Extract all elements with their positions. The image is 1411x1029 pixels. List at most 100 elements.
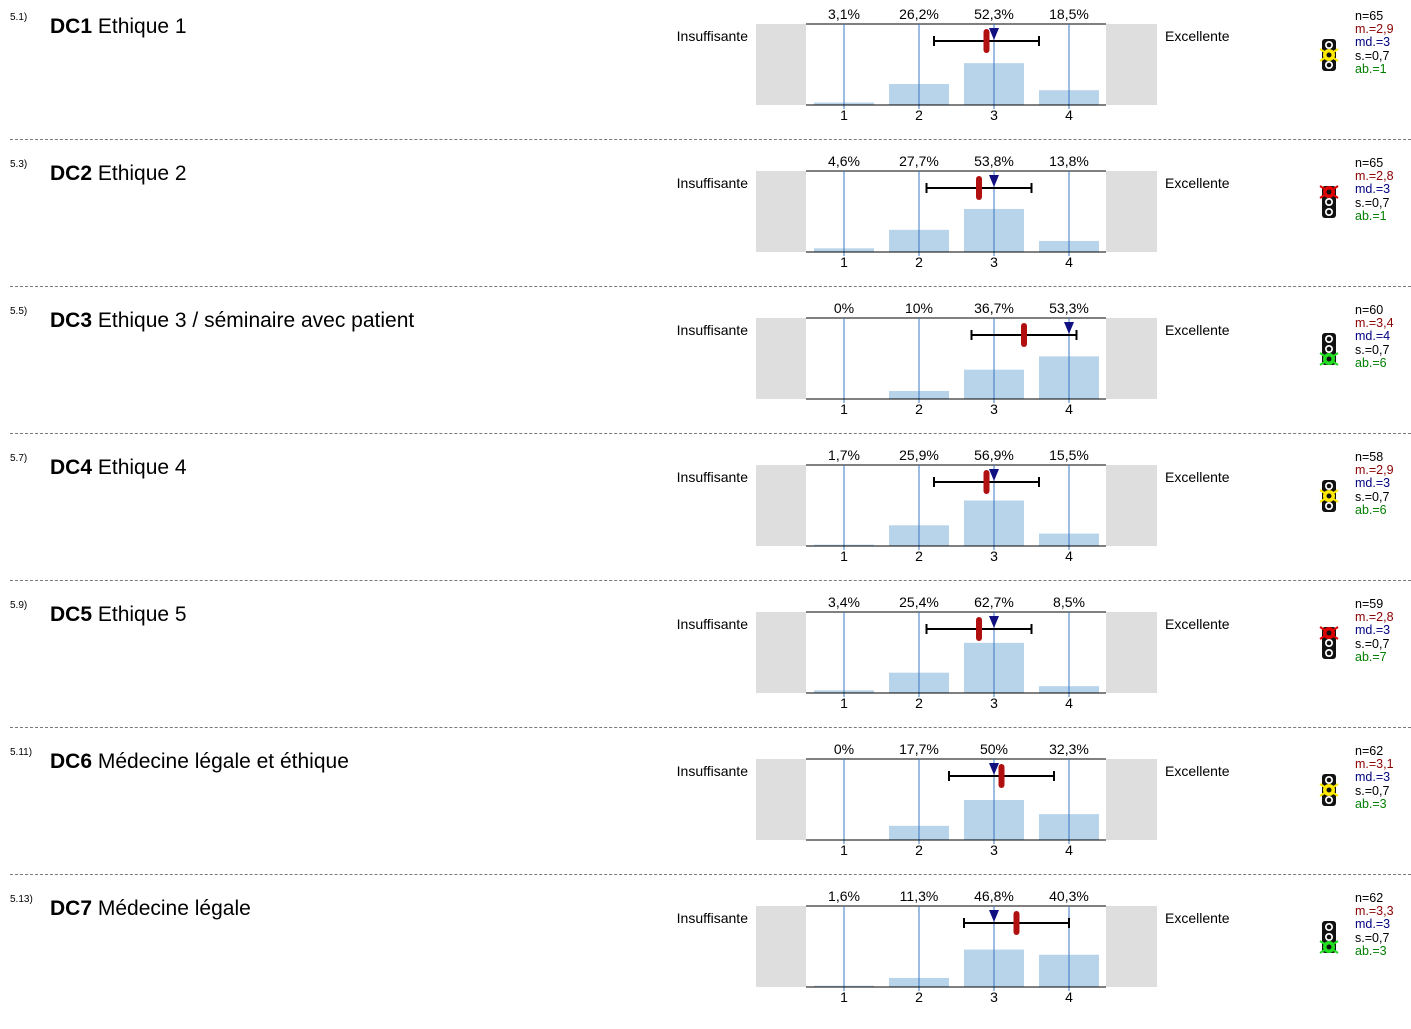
stat-m: m.=3,4 [1355,316,1394,331]
percent-label: 10% [905,300,933,316]
stat-ab: ab.=1 [1355,61,1387,76]
row-separator [10,433,1411,434]
percent-label: 0% [834,741,854,757]
stat-md: md.=3 [1355,35,1391,50]
side-panel-left [756,24,806,105]
question-row: 5.13) DC7 Médecine légale Insuffisante Exce… [0,882,1411,1029]
tick-label: 2 [915,107,923,123]
question-title: DC1 Ethique 1 [50,15,187,39]
question-row: 5.5) DC3 Ethique 3 / séminaire avec patie… [0,294,1411,441]
question-number: 5.3) [10,159,28,170]
row-separator [10,874,1411,875]
stats-block: n=60 m.=3,4 md.=4 s.=0,7 ab.=6 [1355,303,1394,370]
question-code: DC5 [50,603,93,626]
question-text: Ethique 1 [97,15,187,38]
scale-right-label: Excellente [1165,175,1230,191]
question-title: DC7 Médecine légale [50,897,251,921]
scale-left-label: Insuffisante [676,763,748,779]
percent-label: 40,3% [1049,888,1089,904]
percent-label: 1,6% [828,888,860,904]
question-number: 5.1) [10,12,28,23]
question-title: DC4 Ethique 4 [50,456,187,480]
percent-label: 4,6% [828,153,860,169]
traffic-light-icon [1319,185,1339,218]
question-number: 5.9) [10,600,28,611]
scale-right-label: Excellente [1165,910,1230,926]
median-marker [989,469,999,481]
side-panel-left [756,612,806,693]
distribution-chart: 3,4% 1 25,4% 2 62,7% 3 8,5% 4 [756,594,1157,711]
stat-n: n=65 [1355,9,1384,23]
percent-label: 1,7% [828,447,860,463]
distribution-chart: 3,1% 1 26,2% 2 52,3% 3 18,5% 4 [756,6,1157,123]
tick-label: 2 [915,548,923,564]
traffic-light-icon [1319,333,1339,366]
tick-label: 1 [840,989,848,1005]
scale-left-label: Insuffisante [676,322,748,338]
question-text: Ethique 2 [97,162,187,185]
mean-marker [1021,323,1027,347]
question-code: DC6 [50,750,93,773]
tick-label: 1 [840,695,848,711]
question-title: DC5 Ethique 5 [50,603,187,627]
traffic-light-icon [1319,480,1339,512]
stat-s: s.=0,7 [1355,342,1390,357]
tick-label: 1 [840,107,848,123]
question-row: 5.11) DC6 Médecine légale et éthique Insuf… [0,735,1411,882]
stats-block: n=58 m.=2,9 md.=3 s.=0,7 ab.=6 [1355,450,1394,517]
mean-marker [976,617,982,641]
stat-md: md.=3 [1355,917,1391,932]
row-separator [10,580,1411,581]
stat-md: md.=3 [1355,182,1391,197]
stat-ab: ab.=3 [1355,943,1387,958]
stat-md: md.=3 [1355,623,1391,638]
question-title: DC2 Ethique 2 [50,162,187,186]
stat-s: s.=0,7 [1355,195,1390,210]
distribution-chart: 0% 1 17,7% 2 50% 3 32,3% 4 [756,741,1157,858]
tick-label: 3 [990,548,998,564]
row-separator [10,727,1411,728]
scale-right-label: Excellente [1165,763,1230,779]
stat-m: m.=2,8 [1355,169,1394,184]
question-row: 5.1) DC1 Ethique 1 Insuffisante Excellente 3… [0,0,1411,147]
median-marker [989,28,999,40]
median-marker [1064,322,1074,334]
distribution-chart: 1,7% 1 25,9% 2 56,9% 3 15,5% 4 [756,447,1157,564]
percent-label: 53,8% [974,153,1014,169]
evaluation-report: 5.1) DC1 Ethique 1 Insuffisante Excellente 3… [0,0,1411,1005]
percent-label: 25,4% [899,594,939,610]
scale-left-label: Insuffisante [676,175,748,191]
percent-label: 27,7% [899,153,939,169]
stat-ab: ab.=6 [1355,502,1387,517]
tick-label: 3 [990,842,998,858]
distribution-chart: 1,6% 1 11,3% 2 46,8% 3 40,3% 4 [756,888,1157,1005]
stats-block: n=62 m.=3,3 md.=3 s.=0,7 ab.=3 [1355,891,1394,958]
side-panel-left [756,171,806,252]
stat-s: s.=0,7 [1355,489,1390,504]
row-separator [10,286,1411,287]
stat-m: m.=3,3 [1355,904,1394,919]
question-text: Ethique 4 [97,456,187,479]
tick-label: 2 [915,401,923,417]
tick-label: 4 [1065,254,1073,270]
percent-label: 56,9% [974,447,1014,463]
side-panel-right [1106,318,1157,399]
stat-ab: ab.=3 [1355,796,1387,811]
stat-md: md.=3 [1355,476,1391,491]
stat-ab: ab.=1 [1355,208,1387,223]
tick-label: 1 [840,548,848,564]
tick-label: 4 [1065,842,1073,858]
stat-n: n=62 [1355,744,1384,758]
question-number: 5.7) [10,453,28,464]
scale-right-label: Excellente [1165,469,1230,485]
stat-s: s.=0,7 [1355,48,1390,63]
stat-n: n=60 [1355,303,1384,317]
question-code: DC2 [50,162,93,185]
percent-label: 62,7% [974,594,1014,610]
median-marker [989,616,999,628]
percent-label: 32,3% [1049,741,1089,757]
question-number: 5.13) [10,894,33,905]
question-title: DC3 Ethique 3 / séminaire avec patient [50,309,414,333]
percent-label: 25,9% [899,447,939,463]
side-panel-right [1106,612,1157,693]
